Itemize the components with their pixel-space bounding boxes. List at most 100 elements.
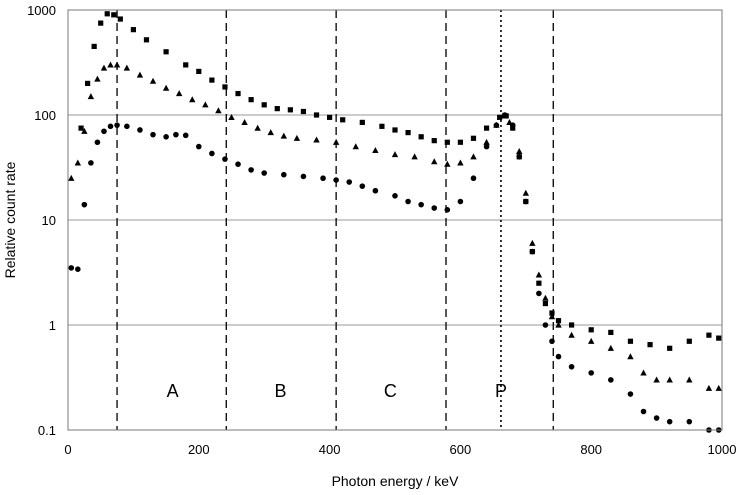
square-marker	[248, 97, 254, 103]
triangle-marker	[107, 61, 114, 68]
square-marker	[379, 123, 385, 129]
circle-marker	[549, 338, 555, 345]
circle-marker	[150, 131, 156, 138]
triangle-marker	[666, 376, 673, 383]
square-marker	[627, 338, 634, 344]
triangle-marker	[607, 344, 615, 351]
triangle-marker	[267, 129, 274, 136]
circle-marker	[536, 290, 542, 297]
triangle-marker	[136, 71, 144, 78]
square-marker	[91, 43, 97, 50]
circle-marker	[608, 377, 614, 383]
square-marker	[392, 127, 398, 133]
triangle-marker	[81, 127, 88, 134]
circle-marker	[261, 170, 268, 176]
x-tick-label: 600	[450, 442, 472, 457]
triangle-marker	[352, 143, 359, 150]
circle-marker	[248, 167, 254, 173]
square-marker	[716, 335, 722, 341]
triangle-marker	[332, 138, 340, 145]
circle-marker	[68, 265, 75, 271]
triangle-marker	[431, 158, 438, 165]
circle-marker	[107, 123, 114, 130]
triangle-marker	[313, 136, 320, 143]
triangle-marker	[516, 148, 523, 155]
triangle-marker	[529, 239, 536, 246]
circle-marker	[493, 122, 500, 128]
circle-marker	[101, 128, 107, 135]
triangle-marker	[640, 369, 647, 376]
square-marker	[431, 138, 437, 144]
triangle-marker	[280, 132, 288, 139]
circle-marker	[182, 132, 189, 139]
x-tick-label: 0	[64, 442, 71, 457]
circle-marker	[653, 415, 660, 421]
triangle-marker	[705, 384, 713, 391]
region-label: B	[275, 381, 287, 401]
triangle-marker	[686, 376, 693, 383]
square-marker	[542, 300, 549, 307]
region-label: A	[167, 381, 179, 401]
square-marker	[287, 107, 293, 113]
triangle-marker	[627, 353, 634, 360]
triangle-marker	[444, 160, 451, 167]
triangle-marker	[94, 75, 101, 82]
circle-marker	[137, 127, 143, 133]
region-label: C	[384, 381, 397, 401]
circle-marker	[640, 408, 647, 415]
triangle-marker	[162, 84, 170, 91]
triangle-marker	[715, 384, 722, 391]
square-marker	[549, 310, 555, 316]
square-marker	[647, 342, 653, 348]
circle-marker	[431, 205, 438, 211]
circle-marker	[686, 418, 693, 425]
circle-marker	[320, 175, 326, 182]
circle-marker	[444, 207, 451, 213]
circle-marker	[209, 150, 215, 157]
circle-marker	[173, 131, 179, 138]
circle-marker	[196, 143, 202, 150]
square-marker	[359, 119, 365, 126]
circle-marker	[88, 160, 94, 166]
circle-marker	[523, 198, 529, 205]
triangle-marker	[175, 90, 183, 97]
circle-marker	[470, 175, 477, 182]
region-boundary-lines	[116, 10, 554, 430]
y-axis-title: Relative count rate	[2, 161, 18, 278]
y-tick-label: 100	[34, 108, 56, 123]
circle-marker	[627, 391, 634, 397]
circle-marker	[555, 353, 562, 360]
square-marker	[555, 318, 562, 324]
triangle-marker	[215, 107, 222, 114]
region-label: P	[495, 381, 507, 401]
square-marker	[340, 117, 346, 123]
x-axis-title: Photon energy / keV	[332, 473, 460, 489]
circle-marker	[529, 248, 536, 255]
triangle-marker	[149, 77, 157, 84]
square-marker	[222, 84, 228, 90]
square-marker	[85, 80, 91, 86]
triangle-marker	[202, 101, 209, 108]
triangle-marker	[522, 189, 529, 196]
square-marker	[510, 125, 516, 131]
circle-marker	[94, 139, 101, 146]
data-points	[68, 11, 722, 433]
triangle-marker	[372, 147, 379, 154]
plot-border	[67, 9, 723, 431]
circle-marker	[281, 171, 287, 178]
square-marker	[444, 139, 450, 145]
triangle-marker	[483, 138, 490, 145]
circle-marker	[418, 201, 424, 208]
circle-marker	[124, 123, 130, 130]
y-tick-label: 10	[42, 213, 56, 228]
triangle-marker	[470, 153, 477, 160]
circle-marker	[75, 266, 81, 272]
square-marker	[117, 16, 123, 22]
circle-marker	[516, 153, 523, 160]
circle-marker	[483, 143, 490, 150]
circle-marker	[114, 122, 120, 128]
tick-labels: 0 200 400 600 800 1000 0.1 1 10 100 1000	[27, 3, 736, 457]
triangle-marker	[542, 294, 549, 301]
square-marker	[98, 20, 104, 26]
triangle-marker	[293, 134, 301, 141]
